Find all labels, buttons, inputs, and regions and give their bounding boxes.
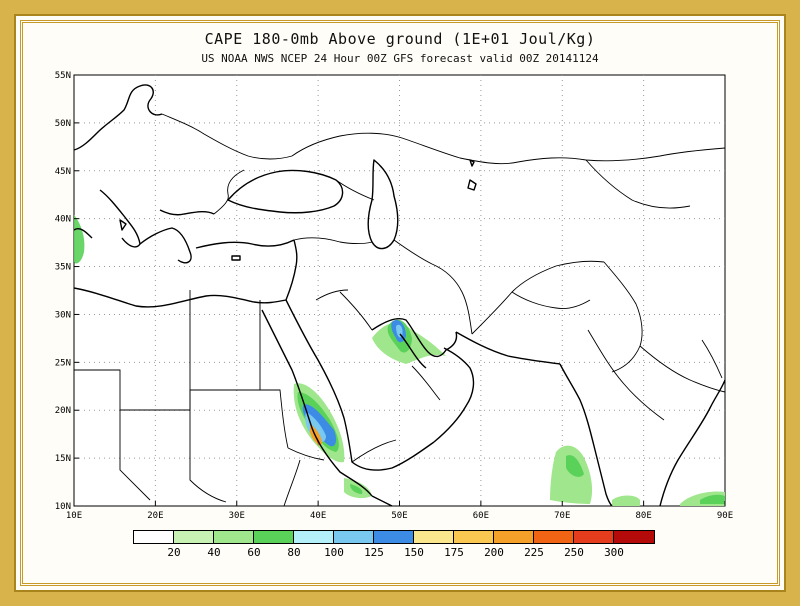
legend-label: 100 [324, 546, 344, 559]
lon-tick-label: 20E [147, 511, 163, 521]
legend-swatch [294, 531, 334, 543]
country-borders [74, 113, 726, 507]
legend-swatch [414, 531, 454, 543]
cape-shading [74, 215, 725, 506]
lat-tick-label: 40N [55, 215, 71, 225]
legend-swatch [454, 531, 494, 543]
legend-swatch [614, 531, 654, 543]
lat-tick-label: 25N [55, 358, 71, 368]
legend-swatch [214, 531, 254, 543]
map-axes: 10E 20E 30E 40E 50E 60E 70E 80E 90E 55N 50N 45N 40N 3… [55, 71, 733, 521]
lat-tick-label: 20N [55, 406, 71, 416]
lat-tick-label: 35N [55, 263, 71, 273]
legend-label: 250 [564, 546, 584, 559]
lon-tick-label: 90E [717, 511, 733, 521]
legend-swatch [494, 531, 534, 543]
lat-tick-label: 50N [55, 119, 71, 129]
lon-tick-label: 10E [66, 511, 82, 521]
legend-label: 175 [444, 546, 464, 559]
map-subtitle: US NOAA NWS NCEP 24 Hour 00Z GFS forecas… [201, 52, 599, 65]
lon-tick-label: 60E [473, 511, 489, 521]
legend-swatch [174, 531, 214, 543]
lon-tick-label: 40E [310, 511, 326, 521]
legend-swatch [254, 531, 294, 543]
lon-tick-label: 80E [635, 511, 651, 521]
legend-swatch [134, 531, 174, 543]
legend-label: 300 [604, 546, 624, 559]
coastlines [73, 84, 726, 507]
legend-label: 150 [404, 546, 424, 559]
lat-tick-label: 30N [55, 310, 71, 320]
map-title: CAPE 180-0mb Above ground (1E+01 Joul/Kg… [204, 30, 596, 48]
lat-tick-label: 15N [55, 454, 71, 464]
legend-label: 225 [524, 546, 544, 559]
legend-label: 40 [207, 546, 221, 559]
color-legend [133, 530, 655, 544]
lon-tick-label: 30E [229, 511, 245, 521]
lon-tick-label: 50E [391, 511, 407, 521]
legend-swatch [574, 531, 614, 543]
legend-swatch [374, 531, 414, 543]
legend-label: 80 [287, 546, 301, 559]
lat-tick-label: 10N [55, 502, 71, 512]
lon-tick-label: 70E [554, 511, 570, 521]
color-legend-labels: 20 40 60 80 100 125 150 175 200 225 250 300 [0, 546, 800, 560]
lat-tick-label: 45N [55, 167, 71, 177]
legend-label: 20 [167, 546, 181, 559]
legend-label: 60 [247, 546, 261, 559]
legend-label: 200 [484, 546, 504, 559]
legend-swatch [334, 531, 374, 543]
legend-swatch [534, 531, 574, 543]
lat-tick-label: 55N [55, 71, 71, 81]
legend-label: 125 [364, 546, 384, 559]
